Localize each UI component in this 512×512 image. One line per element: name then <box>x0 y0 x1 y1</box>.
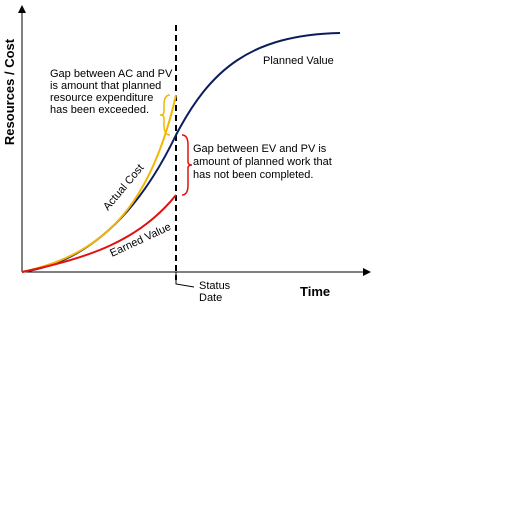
annotation-line: Gap between EV and PV is <box>193 143 327 155</box>
actual-cost-curve <box>21 94 177 273</box>
annotation-ac-pv: Gap between AC and PV is amount that pla… <box>50 68 173 116</box>
ev-pv-brace <box>181 134 193 196</box>
ac-pv-brace <box>159 94 171 136</box>
annotation-ev-pv: Gap between EV and PV is amount of plann… <box>193 143 332 181</box>
annotation-line: is amount that planned <box>50 80 161 92</box>
annotation-line: resource expenditure <box>50 92 153 104</box>
earned-value-curve <box>21 194 177 273</box>
status-pointer <box>175 272 195 288</box>
status-label: Status <box>199 280 231 292</box>
x-axis-label: Time <box>300 284 330 299</box>
curve-label: Earned Value <box>108 221 173 260</box>
curve-label: Actual Cost <box>101 162 146 213</box>
y-axis-label: Resources / Cost <box>2 38 17 145</box>
annotation-line: has been exceeded. <box>50 104 149 116</box>
status-label: Date <box>199 292 222 304</box>
annotation-line: has not been completed. <box>193 169 313 181</box>
annotation-line: Gap between AC and PV <box>50 68 173 80</box>
annotation-line: amount of planned work that <box>193 156 332 168</box>
curve-label: Planned Value <box>263 55 334 67</box>
